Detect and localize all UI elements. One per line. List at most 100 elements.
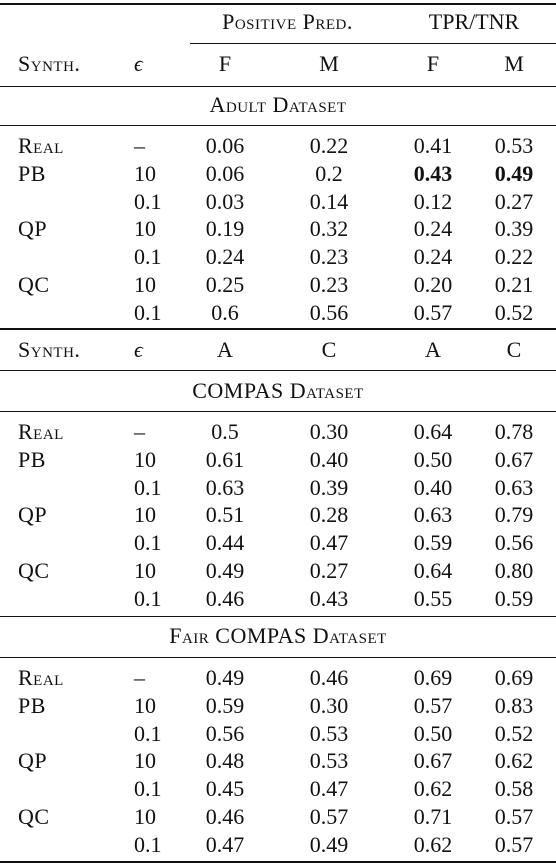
value-cell: 0.30 xyxy=(309,692,349,718)
table-row: 0.1 0.24 0.23 0.24 0.22 xyxy=(0,243,556,271)
epsilon-cell: – xyxy=(134,419,145,444)
synth-method-cell: Real xyxy=(18,419,64,444)
value-cell: 0.6 xyxy=(211,299,239,325)
value-cell: 0.49 xyxy=(205,665,245,690)
value-cell: 0.06 xyxy=(205,133,245,158)
value-cell: 0.39 xyxy=(309,474,349,500)
value-cell: 0.50 xyxy=(413,720,453,746)
synth-method-cell: QC xyxy=(18,558,50,583)
epsilon-heading: ϵ xyxy=(134,337,143,362)
synth-method-cell: PB xyxy=(18,160,46,186)
value-cell: 0.06 xyxy=(205,160,245,186)
table-row: PB 10 0.06 0.2 0.43 0.49 xyxy=(0,160,556,188)
epsilon-cell: 0.1 xyxy=(134,299,162,325)
value-cell: 0.40 xyxy=(413,474,453,500)
synth-method-cell: Real xyxy=(18,133,64,158)
value-cell: 0.46 xyxy=(309,665,349,690)
epsilon-cell: 10 xyxy=(134,558,156,583)
synth-method-cell: QP xyxy=(18,748,48,774)
value-cell: 0.63 xyxy=(494,474,534,500)
header-rule xyxy=(0,370,556,371)
table-row: 0.1 0.45 0.47 0.62 0.58 xyxy=(0,775,556,803)
value-cell: 0.53 xyxy=(309,748,349,774)
value-cell: 0.21 xyxy=(494,272,534,297)
table-row: QP 10 0.19 0.32 0.24 0.39 xyxy=(0,215,556,243)
section-rule xyxy=(0,411,556,412)
value-cell: 0.03 xyxy=(205,188,245,214)
value-cell: 0.57 xyxy=(494,804,534,829)
value-cell: 0.23 xyxy=(309,272,349,297)
value-cell: 0.30 xyxy=(309,419,349,444)
section-title: Fair COMPAS Dataset xyxy=(169,623,387,648)
value-cell: 0.23 xyxy=(309,244,349,270)
value-cell: 0.78 xyxy=(494,419,534,444)
epsilon-cell: 10 xyxy=(134,748,156,774)
column-heading: F xyxy=(426,51,440,76)
section-divider xyxy=(0,328,556,330)
value-cell: 0.40 xyxy=(309,446,349,472)
synth-method-cell: QC xyxy=(18,804,50,829)
column-heading: M xyxy=(319,51,339,76)
table-row: 0.1 0.56 0.53 0.50 0.52 xyxy=(0,720,556,748)
value-cell: 0.5 xyxy=(211,419,239,444)
value-cell: 0.56 xyxy=(494,530,534,556)
epsilon-cell: 0.1 xyxy=(134,530,162,556)
value-cell: 0.67 xyxy=(494,446,534,472)
value-cell: 0.79 xyxy=(494,502,534,528)
value-cell: 0.45 xyxy=(205,776,245,802)
column-heading: C xyxy=(506,337,522,362)
value-cell: 0.63 xyxy=(205,474,245,500)
table-row: QC 10 0.46 0.57 0.71 0.57 xyxy=(0,803,556,831)
table-row: 0.1 0.44 0.47 0.59 0.56 xyxy=(0,529,556,557)
value-cell: 0.62 xyxy=(494,748,534,774)
header-rule xyxy=(0,86,556,87)
bottom-rule xyxy=(0,861,556,863)
epsilon-cell: 0.1 xyxy=(134,720,162,746)
value-cell: 0.56 xyxy=(205,720,245,746)
value-cell: 0.49 xyxy=(309,831,349,857)
epsilon-cell: 0.1 xyxy=(134,585,162,611)
table-row: Real – 0.06 0.22 0.41 0.53 xyxy=(0,132,556,160)
epsilon-cell: 10 xyxy=(134,216,156,242)
column-header-row: Synth. ϵ A C A C xyxy=(0,336,556,364)
value-cell: 0.44 xyxy=(205,530,245,556)
value-cell: 0.48 xyxy=(205,748,245,774)
synth-method-cell: PB xyxy=(18,446,46,472)
value-cell: 0.58 xyxy=(494,776,534,802)
value-cell: 0.67 xyxy=(413,748,453,774)
value-cell: 0.47 xyxy=(309,530,349,556)
value-cell: 0.24 xyxy=(413,216,453,242)
epsilon-cell: 0.1 xyxy=(134,776,162,802)
value-cell: 0.52 xyxy=(494,299,534,325)
value-cell: 0.64 xyxy=(413,419,453,444)
synth-heading: Synth. xyxy=(18,337,81,362)
section-title: Adult Dataset xyxy=(209,92,347,117)
value-cell: 0.32 xyxy=(309,216,349,242)
value-cell: 0.19 xyxy=(205,216,245,242)
epsilon-cell: 0.1 xyxy=(134,474,162,500)
group-underline xyxy=(190,43,556,44)
value-cell: 0.57 xyxy=(413,692,453,718)
value-cell: 0.59 xyxy=(413,530,453,556)
value-cell: 0.57 xyxy=(494,831,534,857)
epsilon-cell: – xyxy=(134,665,145,690)
value-cell: 0.53 xyxy=(494,133,534,158)
value-cell: 0.69 xyxy=(494,665,534,690)
synth-method-cell: PB xyxy=(18,692,46,718)
value-cell: 0.62 xyxy=(413,831,453,857)
value-cell: 0.57 xyxy=(309,804,349,829)
epsilon-cell: 10 xyxy=(134,160,156,186)
value-cell: 0.55 xyxy=(413,585,453,611)
epsilon-cell: – xyxy=(134,133,145,158)
value-cell: 0.83 xyxy=(494,692,534,718)
value-cell: 0.56 xyxy=(309,299,349,325)
table-row: 0.1 0.63 0.39 0.40 0.63 xyxy=(0,474,556,502)
value-cell: 0.22 xyxy=(494,244,534,270)
table-row: 0.1 0.03 0.14 0.12 0.27 xyxy=(0,188,556,216)
table-row: 0.1 0.6 0.56 0.57 0.52 xyxy=(0,299,556,327)
epsilon-cell: 0.1 xyxy=(134,244,162,270)
value-cell: 0.25 xyxy=(205,272,245,297)
group-header-row: Positive Pred. TPR/TNR xyxy=(0,8,556,36)
synth-method-cell: QC xyxy=(18,272,50,297)
epsilon-cell: 10 xyxy=(134,446,156,472)
